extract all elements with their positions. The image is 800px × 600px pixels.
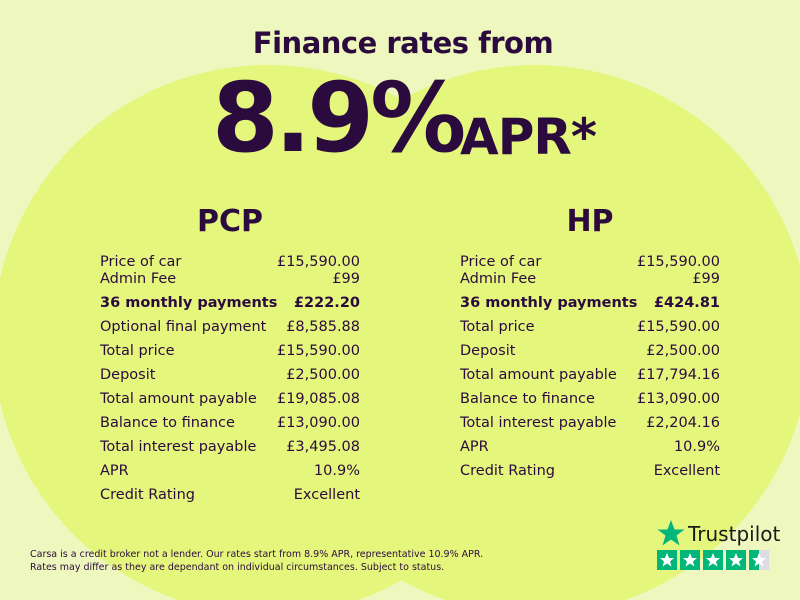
headline: Finance rates from bbox=[252, 26, 554, 60]
row-label: Admin Fee bbox=[460, 271, 537, 287]
right-circle bbox=[260, 65, 800, 600]
row-value: £2,204.16 bbox=[646, 415, 720, 431]
plan-title: PCP bbox=[197, 204, 263, 239]
trustpilot-stars bbox=[657, 550, 769, 570]
row-value: £2,500.00 bbox=[286, 367, 360, 383]
row-label: 36 monthly payments bbox=[460, 295, 638, 311]
row-label: Balance to finance bbox=[100, 415, 235, 431]
row-label: Optional final payment bbox=[100, 319, 267, 335]
rate: 8.9% bbox=[212, 62, 466, 174]
row-label: APR bbox=[460, 439, 489, 455]
row-label: Deposit bbox=[460, 343, 516, 359]
row-label: 36 monthly payments bbox=[100, 295, 278, 311]
row-value: £222.20 bbox=[293, 295, 360, 311]
row-label: Total amount payable bbox=[100, 391, 257, 407]
row-label: APR bbox=[100, 463, 129, 479]
row-value: 10.9% bbox=[673, 439, 720, 455]
row-value: £15,590.00 bbox=[636, 319, 720, 335]
trustpilot-star-icon bbox=[657, 520, 685, 546]
row-label: Price of car bbox=[100, 254, 182, 270]
row-label: Total price bbox=[100, 343, 175, 359]
row-value: £13,090.00 bbox=[636, 391, 720, 407]
row-label: Total interest payable bbox=[460, 415, 617, 431]
row-label: Total price bbox=[460, 319, 535, 335]
row-value: Excellent bbox=[293, 487, 360, 503]
row-value: £15,590.00 bbox=[276, 343, 360, 359]
row-value: £8,585.88 bbox=[286, 319, 360, 335]
row-value: £13,090.00 bbox=[276, 415, 360, 431]
row-value: £2,500.00 bbox=[646, 343, 720, 359]
row-value: £3,495.08 bbox=[286, 439, 360, 455]
row-label: Balance to finance bbox=[460, 391, 595, 407]
footnote: Rates may differ as they are dependant o… bbox=[30, 562, 445, 573]
row-label: Total amount payable bbox=[460, 367, 617, 383]
row-label: Deposit bbox=[100, 367, 156, 383]
row-value: £15,590.00 bbox=[636, 254, 720, 270]
footnote: Carsa is a credit broker not a lender. O… bbox=[30, 549, 484, 560]
row-value: £99 bbox=[692, 271, 720, 287]
row-value: £99 bbox=[332, 271, 360, 287]
plan-title: HP bbox=[566, 204, 614, 239]
row-label: Credit Rating bbox=[100, 487, 195, 503]
rate-suffix: APR* bbox=[460, 108, 597, 166]
row-value: £17,794.16 bbox=[636, 367, 720, 383]
row-label: Admin Fee bbox=[100, 271, 177, 287]
trustpilot-badge: Trustpilot bbox=[688, 522, 781, 546]
row-value: £15,590.00 bbox=[276, 254, 360, 270]
row-value: £424.81 bbox=[653, 295, 720, 311]
row-label: Price of car bbox=[460, 254, 542, 270]
row-value: 10.9% bbox=[313, 463, 360, 479]
row-label: Credit Rating bbox=[460, 463, 555, 479]
row-value: Excellent bbox=[653, 463, 720, 479]
row-value: £19,085.08 bbox=[276, 391, 360, 407]
row-label: Total interest payable bbox=[100, 439, 257, 455]
